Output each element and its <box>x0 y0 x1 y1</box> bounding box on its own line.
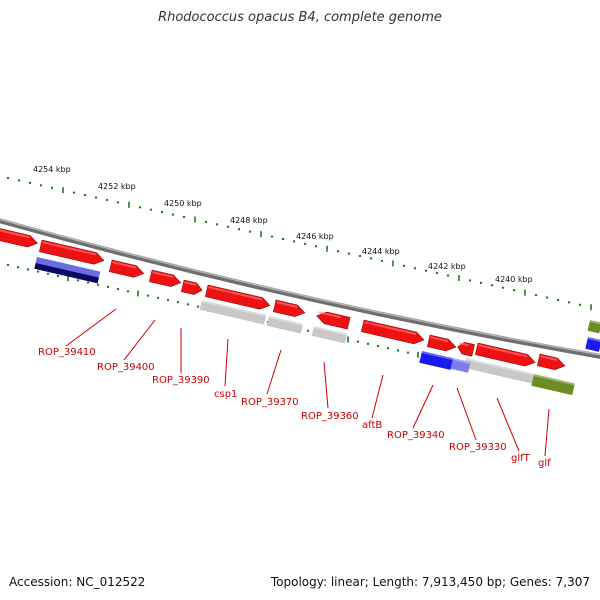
rna-feature[interactable] <box>199 300 267 325</box>
rna-feature[interactable] <box>463 358 535 384</box>
label-leader-line <box>496 397 520 452</box>
rna-feature[interactable] <box>266 316 304 334</box>
gene-features <box>0 227 600 396</box>
genome-backbone-highlight <box>0 218 600 356</box>
genome-summary: Topology: linear; Length: 7,913,450 bp; … <box>270 575 590 589</box>
gene-feature[interactable] <box>109 259 145 279</box>
gene-feature[interactable] <box>0 227 39 249</box>
gene-label[interactable]: ROP_39330 <box>449 442 507 453</box>
kbp-label: 4254 kbp <box>33 165 71 174</box>
gene-feature[interactable] <box>315 310 351 330</box>
label-leaders <box>65 308 550 457</box>
gene-label[interactable]: ROP_39370 <box>241 397 299 408</box>
kbp-label: 4242 kbp <box>428 262 466 271</box>
accession-text: Accession: NC_012522 <box>9 575 146 589</box>
gene-feature[interactable] <box>361 319 425 346</box>
kbp-label: 4248 kbp <box>230 216 268 225</box>
gene-label[interactable]: glf <box>538 458 551 469</box>
kbp-label: 4244 kbp <box>362 247 400 256</box>
gene-feature[interactable] <box>273 299 306 319</box>
domain-feature[interactable] <box>531 374 575 396</box>
label-leader-line <box>123 319 156 361</box>
kbp-label: 4250 kbp <box>164 199 202 208</box>
gene-feature[interactable] <box>205 284 271 311</box>
gene-label[interactable]: ROP_39410 <box>38 347 96 358</box>
tick-track-outer <box>6 177 592 311</box>
label-leader-line <box>224 338 229 387</box>
gene-label[interactable]: ROP_39390 <box>152 375 210 386</box>
label-leader-line <box>266 349 282 395</box>
kbp-label: 4240 kbp <box>495 275 533 284</box>
domain-feature[interactable] <box>34 257 101 284</box>
gene-label[interactable]: glfT <box>511 453 531 464</box>
label-leader-line <box>544 408 550 457</box>
domain-feature[interactable] <box>450 358 471 373</box>
gene-label[interactable]: aftB <box>362 420 382 431</box>
gene-feature[interactable] <box>537 353 566 372</box>
gene-label[interactable]: ROP_39340 <box>387 430 445 441</box>
gene-label[interactable]: ROP_39400 <box>97 362 155 373</box>
gene-feature[interactable] <box>149 269 182 289</box>
kbp-label: 4252 kbp <box>98 182 136 191</box>
gene-label[interactable]: csp1 <box>214 389 237 400</box>
kbp-labels: 4254 kbp 4252 kbp 4250 kbp 4248 kbp 4246 kbp… <box>33 165 533 284</box>
gene-feature[interactable] <box>456 341 475 357</box>
gene-feature[interactable] <box>475 342 536 368</box>
kbp-label: 4246 kbp <box>296 232 334 241</box>
label-leader-line <box>323 361 329 409</box>
gene-feature[interactable] <box>427 334 457 353</box>
domain-feature[interactable] <box>585 337 600 352</box>
label-leader-line <box>65 308 117 347</box>
label-leader-line <box>371 374 384 419</box>
rna-feature[interactable] <box>311 326 348 344</box>
label-leader-line <box>412 384 434 429</box>
label-leader-line <box>456 387 477 441</box>
gene-feature[interactable] <box>39 239 105 266</box>
gene-label[interactable]: ROP_39360 <box>301 411 359 422</box>
genome-backbone <box>0 218 600 359</box>
map-title: Rhodococcus opacus B4, complete genome <box>158 10 442 25</box>
gene-feature[interactable] <box>181 279 203 296</box>
domain-feature[interactable] <box>419 351 454 370</box>
domain-feature[interactable] <box>587 320 600 334</box>
